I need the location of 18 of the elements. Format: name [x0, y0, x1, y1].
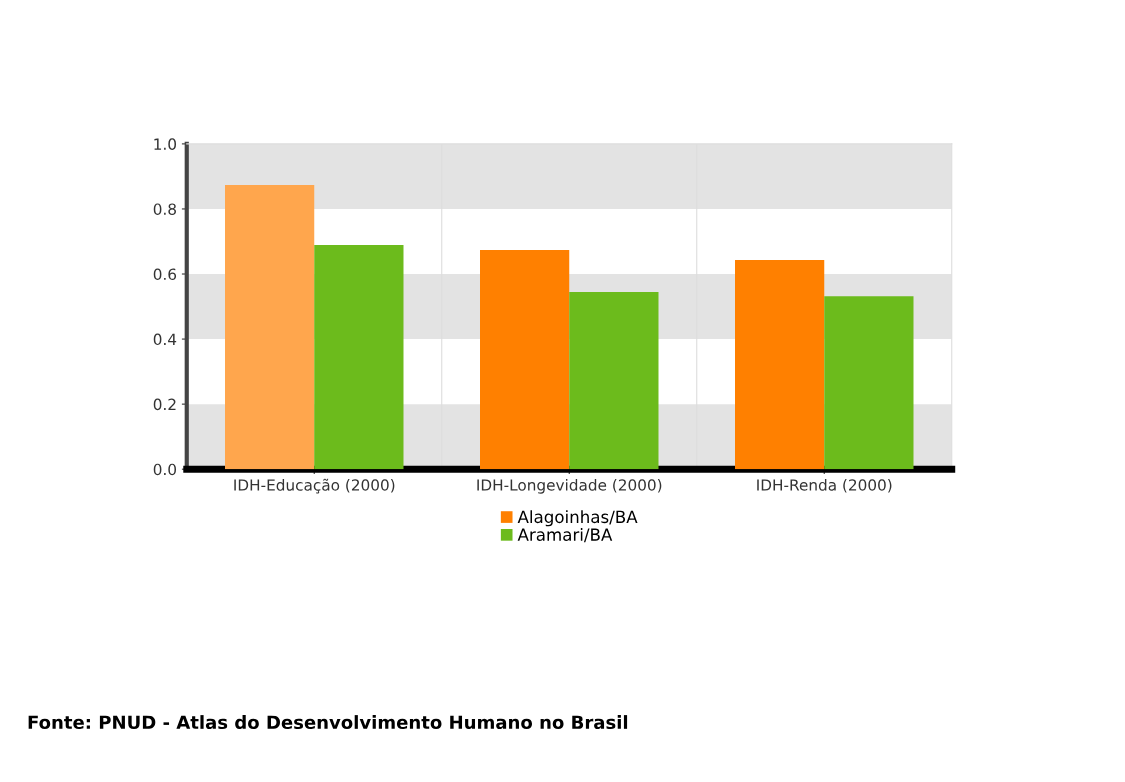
bar [569, 291, 659, 470]
y-tick-label: 0.6 [153, 268, 177, 281]
legend-label: Aramari/BA [517, 528, 613, 543]
source-note: Fonte: PNUD - Atlas do Desenvolvimento Humano no Brasil [28, 715, 628, 730]
y-tick-label: 0.2 [153, 398, 176, 411]
bar [824, 296, 914, 470]
y-tick-label: 0.8 [153, 203, 176, 215]
x-tick-label: IDH-Educação (2000) [234, 478, 395, 494]
y-tick-label: 1.0 [154, 138, 177, 150]
bar [225, 184, 315, 470]
bar [314, 245, 404, 470]
x-tick-label: IDH-Renda (2000) [757, 478, 892, 493]
y-tick-label: 0.0 [153, 463, 177, 476]
bar [480, 249, 570, 470]
legend-label: Alagoinhas/BA [517, 510, 638, 527]
bar [735, 260, 825, 470]
y-tick-label: 0.4 [153, 333, 177, 346]
x-tick-label: IDH-Longevidade (2000) [477, 478, 662, 494]
